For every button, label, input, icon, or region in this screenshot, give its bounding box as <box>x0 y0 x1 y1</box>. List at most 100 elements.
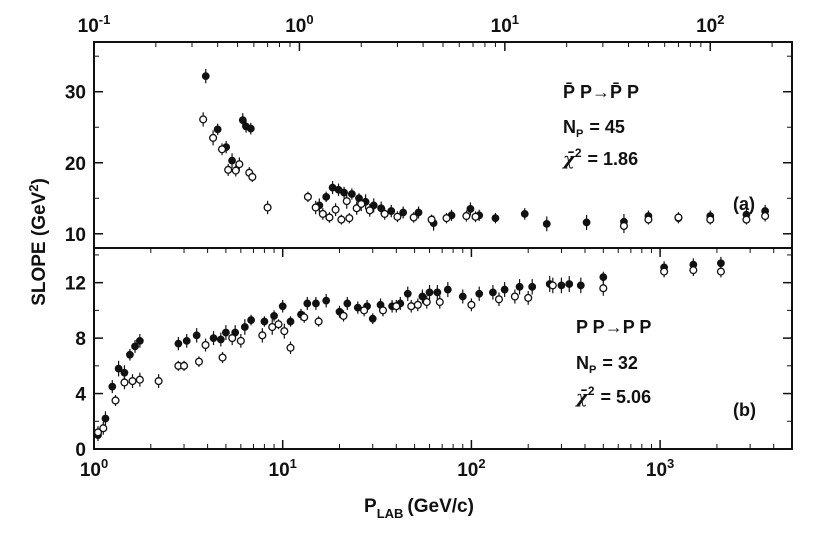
data-point-filled <box>182 336 191 345</box>
data-point-open <box>179 361 189 370</box>
data-point-open <box>467 300 476 309</box>
data-point-open <box>135 375 144 384</box>
data-point-filled <box>260 317 269 326</box>
data-point-open <box>286 343 295 352</box>
bottom-tick-label: 101 <box>269 456 297 481</box>
data-point-open <box>471 212 480 221</box>
data-point-filled <box>131 342 139 351</box>
data-point-open <box>674 213 683 222</box>
panel-a-label: (a) <box>733 194 755 214</box>
data-point-open <box>435 298 444 307</box>
panel-a-annotation: P̄ P→P̄ P NP = 45 χ̄2 = 1.86 (a) <box>561 82 755 214</box>
data-point-filled <box>343 299 352 308</box>
data-point-filled <box>515 282 524 291</box>
panel-b-label: (b) <box>733 400 756 420</box>
y-tick-label: 20 <box>65 154 86 175</box>
panel-a-np: NP = 45 <box>563 117 625 140</box>
data-point-open <box>442 214 451 223</box>
data-point-open <box>120 378 129 387</box>
data-point-open <box>548 281 557 290</box>
y-axis-title: SLOPE (GeV2) <box>26 178 50 306</box>
top-tick-label: 102 <box>696 12 724 37</box>
data-point-filled <box>126 350 134 359</box>
data-point-filled <box>717 259 725 268</box>
data-point-open <box>111 396 120 405</box>
panel-b-points <box>93 256 725 442</box>
panel-a-y-axis: 10 20 30 <box>65 55 792 246</box>
data-point-filled <box>425 288 434 297</box>
data-point-filled <box>466 205 475 213</box>
data-point-open <box>462 211 471 221</box>
panel-b-np: NP = 32 <box>576 353 638 376</box>
data-point-open <box>314 317 323 326</box>
data-point-open <box>224 165 233 174</box>
data-point-open <box>422 298 431 307</box>
bottom-tick-label: 100 <box>80 456 108 481</box>
data-point-open <box>409 213 418 222</box>
data-point-open <box>280 327 289 336</box>
data-point-open <box>217 145 227 154</box>
data-point-open <box>337 215 346 224</box>
plot-frame <box>93 41 793 450</box>
data-point-open <box>494 295 504 304</box>
data-point-open <box>311 203 320 212</box>
data-point-filled <box>418 292 427 301</box>
data-point-filled <box>458 292 467 301</box>
data-point-filled <box>599 273 608 282</box>
bottom-axis-ticks: 100 101 102 103 <box>80 248 793 481</box>
data-point-open <box>342 197 351 206</box>
data-point-filled <box>120 368 129 377</box>
data-point-open <box>228 334 237 343</box>
data-point-filled <box>322 296 331 305</box>
data-point-filled <box>240 323 249 331</box>
data-point-open <box>345 214 354 223</box>
data-point-filled <box>270 312 278 320</box>
data-point-filled <box>582 218 591 227</box>
data-point-filled <box>312 299 320 308</box>
data-point-filled <box>557 281 566 290</box>
panel-a-reaction: P̄ P→P̄ P <box>563 82 639 102</box>
panel-a-chi2: χ̄2 = 1.86 <box>561 146 638 170</box>
data-point-filled <box>322 192 331 201</box>
data-point-open <box>392 302 401 311</box>
bottom-tick-label: 103 <box>646 456 674 481</box>
data-point-open <box>154 377 163 386</box>
data-point-open <box>393 212 402 221</box>
data-point-filled <box>209 334 218 343</box>
data-point-filled <box>542 219 551 228</box>
bottom-tick-label: 102 <box>457 456 485 481</box>
data-point-filled <box>387 207 396 215</box>
panel-b-y-axis: 0 4 8 12 <box>65 254 792 461</box>
data-point-filled <box>443 285 452 294</box>
data-point-open <box>599 284 608 293</box>
data-point-filled <box>433 288 442 297</box>
data-point-filled <box>491 214 500 223</box>
data-point-filled <box>475 289 484 298</box>
data-point-filled <box>414 208 423 217</box>
y-tick-label: 8 <box>75 329 86 350</box>
data-point-open <box>199 115 208 124</box>
data-point-open <box>742 215 751 224</box>
data-point-filled <box>403 289 412 298</box>
data-point-filled <box>528 282 537 291</box>
y-tick-label: 0 <box>75 440 86 461</box>
data-point-filled <box>228 156 236 165</box>
data-point-filled <box>500 285 509 294</box>
data-point-filled <box>201 72 210 80</box>
data-point-filled <box>489 288 497 297</box>
panel-b-chi2: χ̄2 = 5.06 <box>574 384 651 408</box>
data-point-open <box>209 133 218 142</box>
data-point-filled <box>246 124 255 133</box>
top-tick-label: 101 <box>491 12 519 37</box>
top-tick-label: 100 <box>285 12 313 37</box>
data-point-open <box>761 211 770 221</box>
data-point-filled <box>278 302 287 311</box>
data-point-filled <box>303 299 312 308</box>
data-point-filled <box>238 116 247 125</box>
data-point-open <box>716 267 725 276</box>
data-point-open <box>194 357 204 366</box>
data-point-open <box>231 166 240 175</box>
data-point-filled <box>247 316 255 324</box>
data-point-filled <box>192 331 201 340</box>
